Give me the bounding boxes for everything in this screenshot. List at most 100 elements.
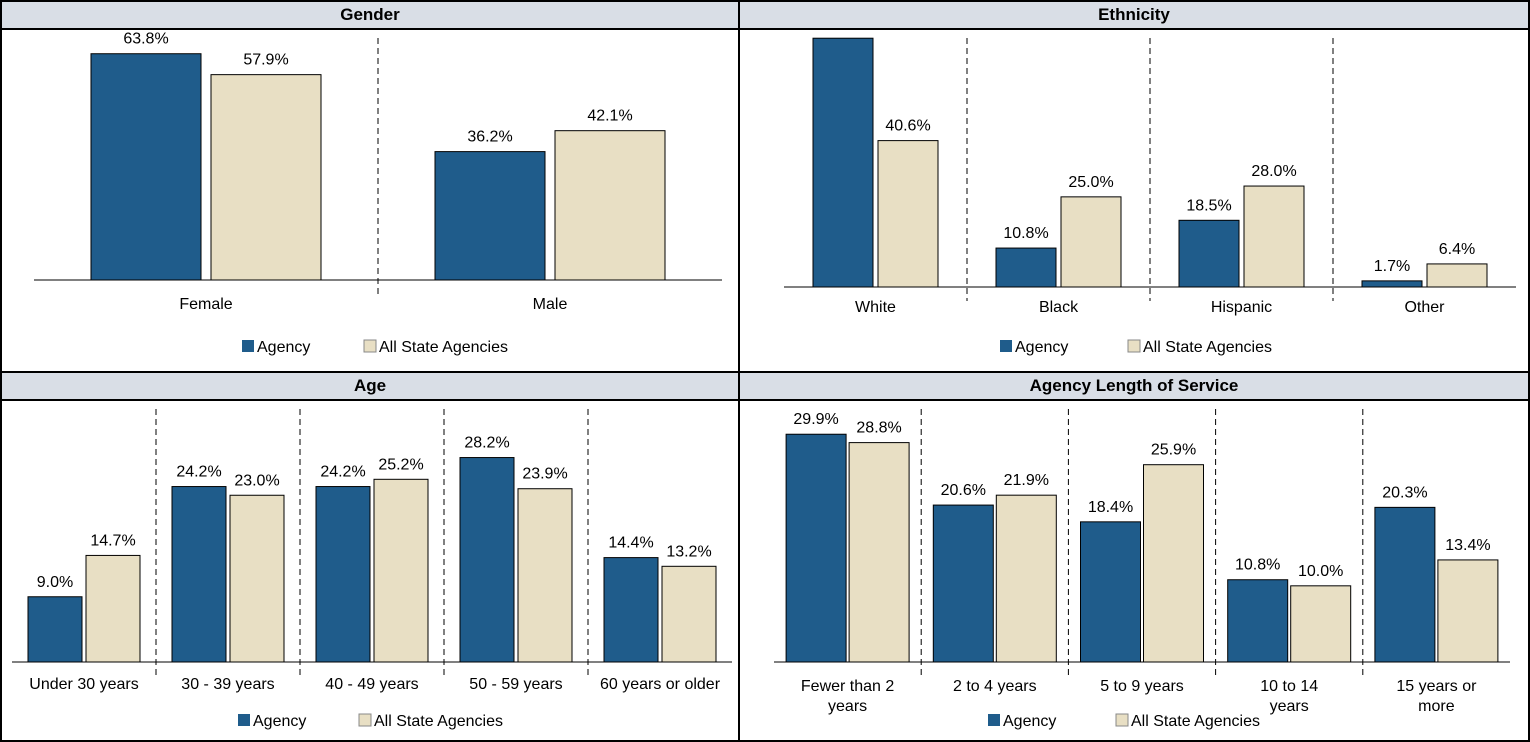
age-legend-state-label: All State Agencies [374, 713, 503, 730]
age-agency-value-label: 24.2% [176, 464, 221, 481]
los-agency-value-label: 20.3% [1382, 484, 1427, 501]
ethnicity-chart: 69.0% 40.6% White 10.8% 25.0% Black 18.5% 28.0%… [784, 30, 1516, 356]
age-category-label: 30 - 39 years [181, 676, 274, 693]
age-category-label: 50 - 59 years [469, 676, 562, 693]
los-chart: 29.9% 28.8% Fewer than 2 years 20.6% 21.9% 2 t… [774, 409, 1510, 730]
gender-state-value-label: 42.1% [587, 108, 632, 125]
ethnicity-agency-value-label: 69.0% [820, 30, 865, 32]
gender-state-bar [210, 74, 322, 281]
age-category-label: 60 years or older [600, 676, 721, 693]
los-state-value-label: 28.8% [856, 420, 901, 437]
los-agency-value-label: 10.8% [1235, 557, 1280, 574]
los-state-value-label: 25.9% [1151, 442, 1196, 459]
los-legend-state-swatch [1115, 713, 1129, 727]
ethnicity-agency-value-label: 10.8% [1003, 225, 1048, 242]
los-agency-bar [1227, 579, 1289, 663]
ethnicity-agency-bar [1361, 280, 1423, 288]
gender-title: Gender [2, 2, 738, 30]
los-legend-agency-label: Agency [1003, 713, 1056, 730]
gender-category-label: Male [533, 296, 568, 313]
age-state-bar [661, 565, 717, 663]
los-state-bar [995, 494, 1057, 663]
los-state-value-label: 21.9% [1004, 472, 1049, 489]
gender-legend-state-label: All State Agencies [379, 339, 508, 356]
los-category-label: 2 to 4 years [953, 678, 1037, 695]
los-agency-value-label: 18.4% [1088, 499, 1133, 516]
gender-agency-bar [434, 151, 546, 281]
age-state-value-label: 14.7% [90, 532, 135, 549]
age-legend-agency-swatch [238, 714, 250, 726]
ethnicity-legend-agency-label: Agency [1015, 339, 1068, 356]
ethnicity-state-bar [877, 140, 939, 288]
ethnicity-title: Ethnicity [740, 2, 1528, 30]
los-agency-bar [1080, 521, 1141, 663]
gender-agency-value-label: 63.8% [123, 31, 168, 48]
los-category-label: 15 years or more [1396, 678, 1477, 715]
age-legend-agency-label: Agency [253, 713, 306, 730]
los-state-value-label: 10.0% [1298, 563, 1343, 580]
age-title: Age [2, 373, 738, 401]
ethnicity-state-bar [1243, 185, 1305, 288]
los-agency-value-label: 29.9% [793, 411, 838, 428]
age-state-bar [373, 478, 429, 663]
ethnicity-legend-state-swatch [1127, 339, 1141, 353]
age-state-bar [85, 554, 141, 663]
age-agency-value-label: 9.0% [37, 574, 73, 591]
ethnicity-agency-bar [1178, 219, 1240, 288]
age-state-value-label: 13.2% [666, 543, 711, 560]
los-title: Agency Length of Service [740, 373, 1528, 401]
los-category-label: 10 to 14 years [1260, 678, 1318, 715]
age-agency-value-label: 24.2% [320, 464, 365, 481]
gender-category-label: Female [179, 296, 232, 313]
age-state-value-label: 25.2% [378, 456, 423, 473]
ethnicity-agency-bar [995, 247, 1057, 288]
gender-agency-bar [90, 53, 202, 281]
gender-panel: Gender 63.8% 57.9% Female 36.2% 42.1% Male Age… [0, 0, 740, 373]
age-state-value-label: 23.0% [234, 472, 279, 489]
age-agency-bar [603, 557, 659, 663]
ethnicity-state-bar [1426, 263, 1488, 288]
ethnicity-state-value-label: 25.0% [1068, 174, 1113, 191]
age-agency-value-label: 14.4% [608, 535, 653, 552]
age-agency-bar [315, 486, 371, 663]
ethnicity-state-bar [1060, 196, 1122, 288]
los-panel: Agency Length of Service 29.9% 28.8% Fewer… [738, 371, 1530, 742]
ethnicity-agency-value-label: 1.7% [1374, 258, 1410, 275]
gender-state-bar [554, 130, 666, 281]
ethnicity-category-label: Hispanic [1211, 299, 1272, 316]
los-state-bar [1437, 559, 1499, 663]
age-category-label: 40 - 49 years [325, 676, 418, 693]
los-agency-bar [785, 433, 847, 663]
ethnicity-legend-state-label: All State Agencies [1143, 339, 1272, 356]
los-category-label: 5 to 9 years [1100, 678, 1184, 695]
age-agency-value-label: 28.2% [464, 435, 509, 452]
age-agency-bar [27, 596, 83, 663]
age-agency-bar [459, 457, 515, 663]
gender-agency-value-label: 36.2% [467, 129, 512, 146]
ethnicity-state-value-label: 28.0% [1251, 163, 1296, 180]
gender-state-value-label: 57.9% [243, 52, 288, 69]
age-state-bar [517, 488, 573, 663]
los-legend-state-label: All State Agencies [1131, 713, 1260, 730]
ethnicity-category-label: Other [1404, 299, 1445, 316]
ethnicity-agency-bar [812, 37, 874, 288]
los-state-value-label: 13.4% [1445, 537, 1490, 554]
gender-legend-state-swatch [363, 339, 377, 353]
ethnicity-panel: Ethnicity 69.0% 40.6% White 10.8% 25.0% Black… [738, 0, 1530, 373]
ethnicity-category-label: White [855, 299, 896, 316]
age-panel: Age 9.0% 14.7% Under 30 years 24.2% 23.0% 30 … [0, 371, 740, 742]
los-agency-bar [1374, 506, 1436, 663]
los-agency-bar [932, 504, 994, 663]
ethnicity-state-value-label: 40.6% [885, 118, 930, 135]
ethnicity-agency-value-label: 18.5% [1186, 197, 1231, 214]
gender-chart: 63.8% 57.9% Female 36.2% 42.1% Male Agency All … [34, 31, 722, 356]
ethnicity-legend-agency-swatch [1000, 340, 1012, 352]
age-state-bar [229, 494, 285, 663]
los-category-label: Fewer than 2 years [801, 678, 894, 715]
los-state-bar [1290, 585, 1352, 663]
ethnicity-state-value-label: 6.4% [1439, 241, 1475, 258]
gender-legend-agency-swatch [242, 340, 254, 352]
los-state-bar [848, 442, 910, 663]
ethnicity-category-label: Black [1039, 299, 1079, 316]
